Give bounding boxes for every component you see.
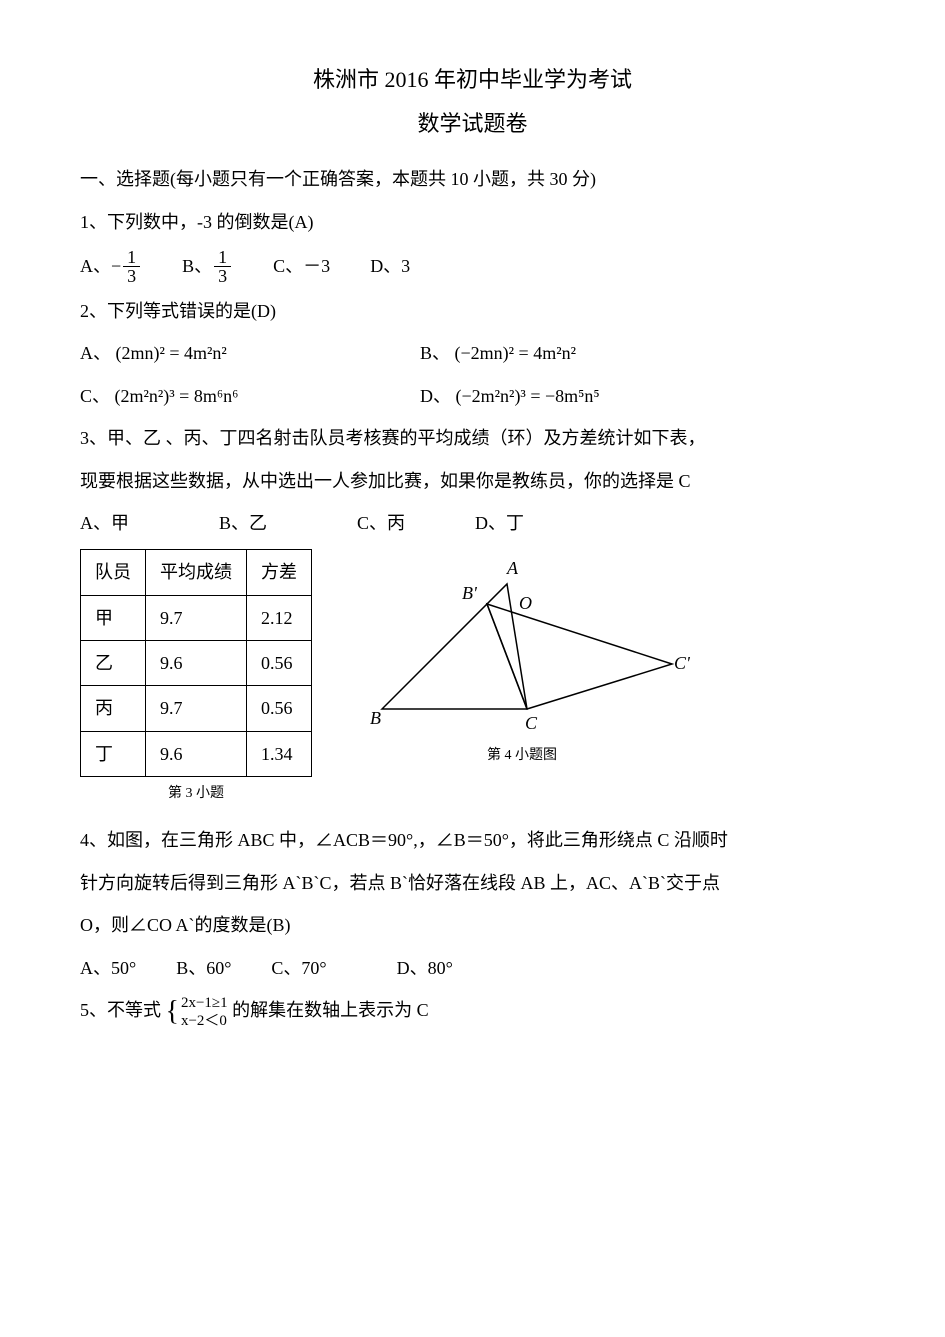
label-O: O bbox=[519, 593, 532, 613]
cell: 9.6 bbox=[146, 641, 247, 686]
col-header: 平均成绩 bbox=[146, 550, 247, 595]
cell: 甲 bbox=[81, 595, 146, 640]
q3-opt-c: C、丙 bbox=[357, 507, 405, 539]
q3-table: 队员 平均成绩 方差 甲 9.7 2.12 乙 9.6 0.56 丙 9.7 0… bbox=[80, 549, 312, 777]
q1-options: A、 − 1 3 B、 1 3 C、－3 D、3 bbox=[80, 248, 865, 285]
q3-line1: 3、甲、乙 、丙、丁四名射击队员考核赛的平均成绩（环）及方差统计如下表， bbox=[80, 422, 865, 454]
q3-line2: 现要根据这些数据，从中选出一人参加比赛，如果你是教练员，你的选择是 C bbox=[80, 465, 865, 497]
numerator: 1 bbox=[214, 248, 231, 267]
cell: 9.6 bbox=[146, 731, 247, 776]
cell: 9.7 bbox=[146, 595, 247, 640]
q3-opt-b: B、乙 bbox=[219, 507, 267, 539]
q2-opt-a: A、 (2mn)² = 4m²n² bbox=[80, 337, 420, 369]
label-A: A bbox=[506, 558, 519, 578]
q2-opt-b: B、 (−2mn)² = 4m²n² bbox=[420, 337, 576, 369]
q4-figure-caption: 第 4 小题图 bbox=[352, 743, 692, 768]
q1-opt-b: B、 1 3 bbox=[182, 248, 233, 285]
neg-sign: − bbox=[111, 250, 121, 282]
cell: 9.7 bbox=[146, 686, 247, 731]
fraction: 1 3 bbox=[214, 248, 231, 285]
q4-options: A、50° B、60° C、70° D、80° bbox=[80, 952, 865, 984]
denominator: 3 bbox=[123, 267, 140, 285]
cell: 丁 bbox=[81, 731, 146, 776]
q5-eq-bot: x−2＜0 bbox=[181, 1012, 228, 1030]
numerator: 1 bbox=[123, 248, 140, 267]
table-row: 丁 9.6 1.34 bbox=[81, 731, 312, 776]
q1-opt-a: A、 − 1 3 bbox=[80, 248, 142, 285]
q4-line1: 4、如图，在三角形 ABC 中，∠ACB＝90°,，∠B＝50°，将此三角形绕点… bbox=[80, 824, 865, 856]
q1-text: 1、下列数中，-3 的倒数是(A) bbox=[80, 206, 865, 238]
q2-opt-c: C、 (2m²n²)³ = 8m⁶n⁶ bbox=[80, 380, 420, 412]
col-header: 方差 bbox=[247, 550, 312, 595]
q3-table-block: 队员 平均成绩 方差 甲 9.7 2.12 乙 9.6 0.56 丙 9.7 0… bbox=[80, 549, 312, 806]
q1-opt-c: C、－3 bbox=[273, 250, 330, 282]
table-row: 队员 平均成绩 方差 bbox=[81, 550, 312, 595]
q4-line3: O，则∠CO A`的度数是(B) bbox=[80, 909, 865, 941]
page-title-1: 株洲市 2016 年初中毕业学为考试 bbox=[80, 60, 865, 100]
opt-label: B、 bbox=[182, 250, 212, 282]
q4-opt-b: B、60° bbox=[176, 952, 231, 984]
q2-text: 2、下列等式错误的是(D) bbox=[80, 295, 865, 327]
table-row: 甲 9.7 2.12 bbox=[81, 595, 312, 640]
table-row: 丙 9.7 0.56 bbox=[81, 686, 312, 731]
label-C: C bbox=[525, 713, 538, 733]
q4-opt-d: D、80° bbox=[397, 952, 453, 984]
label-B: B bbox=[370, 708, 381, 728]
section-1-heading: 一、选择题(每小题只有一个正确答案，本题共 10 小题，共 30 分) bbox=[80, 163, 865, 195]
q4-opt-c: C、70° bbox=[271, 952, 326, 984]
cell: 0.56 bbox=[247, 686, 312, 731]
cell: 2.12 bbox=[247, 595, 312, 640]
col-header: 队员 bbox=[81, 550, 146, 595]
q3-table-caption: 第 3 小题 bbox=[80, 781, 312, 806]
cell: 0.56 bbox=[247, 641, 312, 686]
q2-opt-d: D、 (−2m²n²)³ = −8m⁵n⁵ bbox=[420, 380, 600, 412]
cell: 乙 bbox=[81, 641, 146, 686]
opt-label: A、 bbox=[80, 250, 111, 282]
denominator: 3 bbox=[214, 267, 231, 285]
cell: 丙 bbox=[81, 686, 146, 731]
brace-icon: { bbox=[166, 998, 179, 1026]
label-Bp: B' bbox=[462, 583, 478, 603]
cell: 1.34 bbox=[247, 731, 312, 776]
q2-options-row1: A、 (2mn)² = 4m²n² B、 (−2mn)² = 4m²n² bbox=[80, 337, 865, 369]
q5-post: 的解集在数轴上表示为 C bbox=[232, 1000, 429, 1020]
table-row: 乙 9.6 0.56 bbox=[81, 641, 312, 686]
q3-opt-a: A、甲 bbox=[80, 507, 129, 539]
page-title-2: 数学试题卷 bbox=[80, 104, 865, 144]
q4-line2: 针方向旋转后得到三角形 A`B`C，若点 B`恰好落在线段 AB 上，AC、A`… bbox=[80, 867, 865, 899]
q3-figure-row: 队员 平均成绩 方差 甲 9.7 2.12 乙 9.6 0.56 丙 9.7 0… bbox=[80, 549, 865, 806]
q5-eq-top: 2x−1≥1 bbox=[181, 994, 228, 1012]
q5-line: 5、不等式 { 2x−1≥1 x−2＜0 的解集在数轴上表示为 C bbox=[80, 994, 865, 1030]
q3-opt-d: D、丁 bbox=[475, 507, 524, 539]
q4-triangle-figure: A B' O B C C' bbox=[352, 549, 692, 739]
q3-options: A、甲 B、乙 C、丙 D、丁 bbox=[80, 507, 865, 539]
q5-system: { 2x−1≥1 x−2＜0 bbox=[166, 994, 228, 1030]
label-Cp: C' bbox=[674, 653, 691, 673]
q1-opt-d: D、3 bbox=[370, 250, 410, 282]
q5-pre: 5、不等式 bbox=[80, 1000, 161, 1020]
fraction: 1 3 bbox=[123, 248, 140, 285]
q4-opt-a: A、50° bbox=[80, 952, 136, 984]
q4-figure-block: A B' O B C C' 第 4 小题图 bbox=[352, 549, 692, 768]
q2-options-row2: C、 (2m²n²)³ = 8m⁶n⁶ D、 (−2m²n²)³ = −8m⁵n… bbox=[80, 380, 865, 412]
